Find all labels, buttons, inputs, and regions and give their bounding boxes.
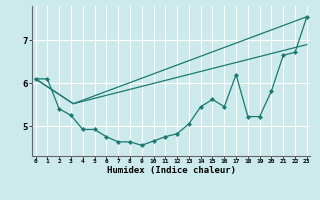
X-axis label: Humidex (Indice chaleur): Humidex (Indice chaleur): [107, 166, 236, 175]
